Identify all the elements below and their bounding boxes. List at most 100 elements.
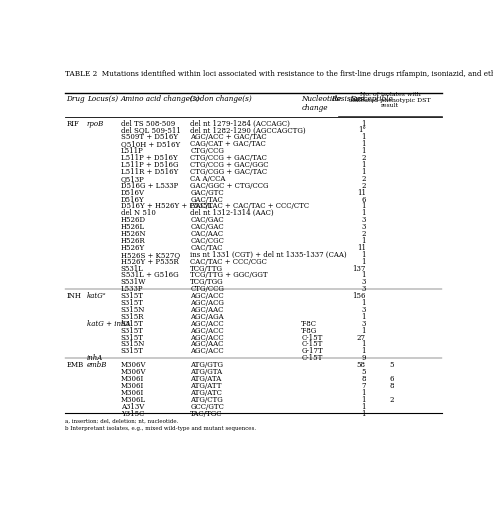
Text: 9: 9 — [361, 354, 366, 362]
Text: 3: 3 — [361, 278, 366, 286]
Text: CA A/CCA: CA A/CCA — [190, 174, 226, 182]
Text: Codon change(s): Codon change(s) — [190, 95, 252, 103]
Text: AGC/ACC: AGC/ACC — [190, 333, 224, 341]
Text: Drug: Drug — [66, 95, 85, 103]
Text: H526S + K527Q: H526S + K527Q — [121, 250, 180, 258]
Text: del nt 1279-1284 (ACCAGC): del nt 1279-1284 (ACCAGC) — [190, 119, 290, 127]
Text: L511P: L511P — [121, 147, 143, 155]
Text: H526N: H526N — [121, 230, 146, 237]
Text: Q510H + D516Y: Q510H + D516Y — [121, 140, 180, 148]
Text: Y315C: Y315C — [121, 409, 144, 417]
Text: GAC/TAC + CAC/TAC + CCC/CTC: GAC/TAC + CAC/TAC + CCC/CTC — [190, 202, 310, 210]
Text: S315T: S315T — [121, 333, 144, 341]
Text: 1: 1 — [361, 271, 366, 279]
Text: GAC/GTC: GAC/GTC — [190, 188, 224, 196]
Text: S315T: S315T — [121, 298, 144, 307]
Text: 6: 6 — [361, 195, 366, 203]
Text: AGC/AGA: AGC/AGA — [190, 312, 224, 320]
Text: AGC/ACC: AGC/ACC — [190, 319, 224, 327]
Text: ATG/GTG: ATG/GTG — [190, 361, 223, 369]
Text: AGC/AAC: AGC/AAC — [190, 340, 224, 348]
Text: H526L: H526L — [121, 223, 145, 231]
Text: 2: 2 — [361, 154, 366, 162]
Text: L511R + D516Y: L511R + D516Y — [121, 168, 178, 176]
Text: 1: 1 — [361, 347, 366, 355]
Text: 1: 1 — [361, 202, 366, 210]
Text: Nucleotide
change: Nucleotide change — [301, 95, 342, 112]
Text: GCC/GTC: GCC/GTC — [190, 402, 224, 410]
Text: H526R: H526R — [121, 236, 145, 244]
Text: S315T: S315T — [121, 347, 144, 355]
Text: S315T: S315T — [121, 319, 144, 327]
Text: S509T + D516Y: S509T + D516Y — [121, 133, 178, 141]
Text: TCG/TTG: TCG/TTG — [190, 264, 223, 272]
Text: del SQL 509-511: del SQL 509-511 — [121, 126, 180, 134]
Text: 1: 1 — [361, 388, 366, 396]
Text: H526Y + P535R: H526Y + P535R — [121, 257, 178, 265]
Text: ins nt 1331 (CGT) + del nt 1335-1337 (CAA): ins nt 1331 (CGT) + del nt 1335-1337 (CA… — [190, 250, 347, 258]
Text: 1: 1 — [361, 209, 366, 217]
Text: M306V: M306V — [121, 367, 146, 375]
Text: AGC/ACC: AGC/ACC — [190, 347, 224, 355]
Text: GAC/GGC + CTG/CCG: GAC/GGC + CTG/CCG — [190, 181, 269, 189]
Text: 27: 27 — [357, 333, 366, 341]
Text: G-17T: G-17T — [301, 347, 323, 355]
Text: C-15T: C-15T — [301, 354, 323, 362]
Text: Resistant: Resistant — [331, 95, 366, 103]
Text: ATG/GTA: ATG/GTA — [190, 367, 222, 375]
Text: 2: 2 — [361, 181, 366, 189]
Text: 8: 8 — [361, 374, 366, 382]
Text: 3: 3 — [361, 285, 366, 293]
Text: S531W: S531W — [121, 278, 146, 286]
Text: Amino acid change(s): Amino acid change(s) — [121, 95, 200, 103]
Text: M306V: M306V — [121, 361, 146, 369]
Text: 58: 58 — [357, 361, 366, 369]
Text: 1: 1 — [361, 402, 366, 410]
Text: CAC/GAC: CAC/GAC — [190, 216, 224, 224]
Text: CTG/CCG: CTG/CCG — [190, 285, 224, 293]
Text: AGC/AAC: AGC/AAC — [190, 306, 224, 313]
Text: M306I: M306I — [121, 381, 144, 389]
Text: L511P + D516Y: L511P + D516Y — [121, 154, 177, 162]
Text: D516V: D516V — [121, 188, 145, 196]
Text: S315R: S315R — [121, 312, 144, 320]
Text: b Interpretant isolates, e.g., mixed wild-type and mutant sequences.: b Interpretant isolates, e.g., mixed wil… — [66, 425, 256, 430]
Text: 137: 137 — [352, 264, 366, 272]
Text: embB: embB — [87, 361, 107, 369]
Text: INH: INH — [66, 291, 81, 299]
Text: AGC/ACC: AGC/ACC — [190, 291, 224, 299]
Text: C-15T: C-15T — [301, 333, 323, 341]
Text: 1: 1 — [361, 147, 366, 155]
Text: TCG/TGG: TCG/TGG — [190, 278, 224, 286]
Text: GAC/TAC: GAC/TAC — [190, 195, 223, 203]
Text: 1: 1 — [361, 119, 366, 127]
Text: 1: 1 — [361, 133, 366, 141]
Text: 5: 5 — [389, 361, 394, 369]
Text: L533P: L533P — [121, 285, 143, 293]
Text: M306I: M306I — [121, 388, 144, 396]
Text: AGC/ACG: AGC/ACG — [190, 298, 224, 307]
Text: del nt 1312-1314 (AAC): del nt 1312-1314 (AAC) — [190, 209, 274, 217]
Text: rpoB: rpoB — [87, 119, 104, 127]
Text: S315T: S315T — [121, 291, 144, 299]
Text: del nt 1282-1290 (AGCCAGCTG): del nt 1282-1290 (AGCCAGCTG) — [190, 126, 306, 134]
Text: 7: 7 — [361, 381, 366, 389]
Text: 1: 1 — [361, 298, 366, 307]
Text: 3: 3 — [361, 306, 366, 313]
Text: CAC/CGC: CAC/CGC — [190, 236, 224, 244]
Text: 1: 1 — [361, 395, 366, 403]
Text: No. of isolates with
indicated phenotypic DST
result: No. of isolates with indicated phenotypi… — [349, 92, 431, 108]
Text: C-15T: C-15T — [301, 340, 323, 348]
Text: CTG/CCG: CTG/CCG — [190, 147, 224, 155]
Text: Locus(s): Locus(s) — [87, 95, 118, 103]
Text: CTG/CCG + GAC/GGC: CTG/CCG + GAC/GGC — [190, 161, 269, 169]
Text: EMB: EMB — [66, 361, 83, 369]
Text: ATG/ATC: ATG/ATC — [190, 388, 222, 396]
Text: S531L: S531L — [121, 264, 143, 272]
Text: D516Y + H526Y + P535L: D516Y + H526Y + P535L — [121, 202, 212, 210]
Text: S315N: S315N — [121, 306, 145, 313]
Text: TAC/TGC: TAC/TGC — [190, 409, 223, 417]
Text: M306L: M306L — [121, 395, 146, 403]
Text: 6: 6 — [389, 374, 394, 382]
Text: L511P + D516G: L511P + D516G — [121, 161, 178, 169]
